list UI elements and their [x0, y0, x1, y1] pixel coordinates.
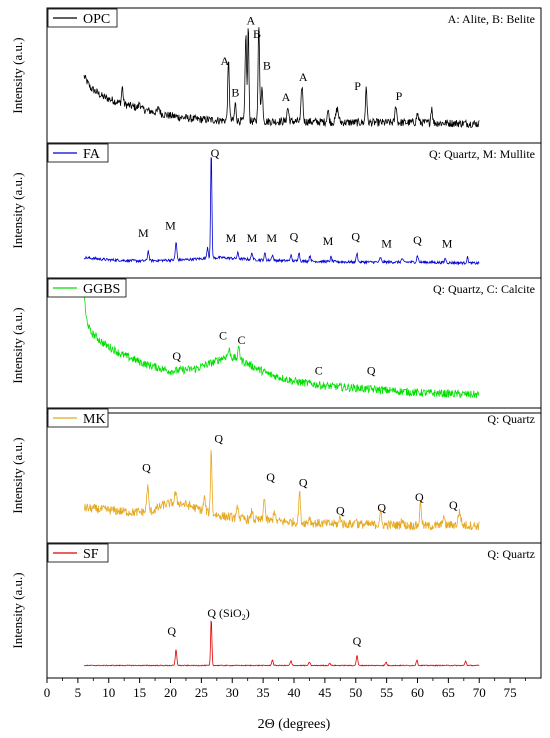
peak-label: A	[282, 90, 291, 104]
peak-label: Q	[367, 363, 376, 377]
x-tick-label: 70	[473, 685, 486, 700]
y-axis-label: Intensity (a.u.)	[10, 172, 25, 248]
series-line-fa	[83, 157, 480, 266]
panel-frame	[46, 277, 542, 414]
legend-box	[47, 408, 109, 428]
peak-label: Q (SiO2)	[207, 606, 249, 622]
legend-label: OPC	[83, 12, 110, 27]
peak-label: M	[442, 236, 453, 250]
y-axis-label: Intensity (a.u.)	[10, 307, 25, 383]
x-tick-label: 35	[257, 685, 270, 700]
y-axis-label: Intensity (a.u.)	[10, 437, 25, 513]
legend-box	[47, 278, 127, 298]
peak-label: Q	[172, 349, 181, 363]
peak-label: A	[221, 54, 230, 68]
legend-note: Q: Quartz	[487, 547, 535, 561]
peak-label: Q	[290, 230, 299, 244]
peak-label: M	[165, 218, 176, 232]
peak-label: C	[219, 328, 227, 342]
panel-frame	[46, 542, 542, 679]
peak-label: C	[238, 333, 246, 347]
panels: Intensity (a.u.)OPC A: Alite, B: BeliteAB…	[10, 7, 542, 679]
legend-ggbs: GGBS	[47, 278, 127, 298]
peak-label: P	[354, 79, 361, 93]
x-tick-label: 30	[226, 685, 239, 700]
series-line-ggbs	[83, 293, 480, 399]
peak-label: M	[323, 234, 334, 248]
peak-label: M	[381, 236, 392, 250]
series-line-mk	[84, 450, 480, 531]
legend-label: SF	[83, 547, 99, 562]
peak-label: Q	[142, 461, 151, 475]
x-tick-label: 50	[349, 685, 362, 700]
peak-label: A	[246, 13, 255, 27]
legend-opc: OPC	[47, 8, 118, 28]
peak-label: B	[253, 27, 261, 41]
y-axis-label: Intensity (a.u.)	[10, 37, 25, 113]
panel-opc: Intensity (a.u.)OPC A: Alite, B: BeliteAB…	[10, 7, 542, 144]
x-axis: 0 5 10 15 20 25 30 35 40 45 50 55 60 65 70 75	[44, 678, 526, 700]
series-line-sf	[83, 620, 480, 667]
panel-sf: Intensity (a.u.) SF Q: Quartz Q Q (SiO2) Q	[10, 542, 542, 679]
peak-label: Q	[351, 230, 360, 244]
legend-box	[47, 8, 118, 28]
legend-fa: FA	[47, 143, 109, 163]
legend-sf: SF	[47, 543, 109, 563]
peak-label: Q	[449, 498, 458, 512]
peak-label: Q	[415, 490, 424, 504]
peak-label: M	[138, 226, 149, 240]
x-tick-label: 65	[442, 685, 455, 700]
legend-label: FA	[83, 147, 101, 162]
x-tick-label: 75	[504, 685, 517, 700]
peak-label: Q	[266, 470, 275, 484]
x-tick-label: 45	[318, 685, 331, 700]
series-line-opc	[83, 27, 480, 129]
panel-mk: Intensity (a.u.) MK Q: Quartz Q Q Q Q Q Q Q Q	[10, 407, 542, 544]
x-tick-label: 5	[75, 685, 82, 700]
peak-label: M	[266, 231, 277, 245]
legend-label: GGBS	[83, 282, 120, 297]
peak-label: C	[315, 363, 323, 377]
peak-label: M	[247, 231, 258, 245]
x-tick-label: 40	[288, 685, 301, 700]
legend-box	[47, 543, 109, 563]
legend-note: Q: Quartz, M: Mullite	[429, 147, 535, 161]
legend-note: Q: Quartz	[487, 412, 535, 426]
peak-label: Q	[413, 233, 422, 247]
peak-label: Q	[211, 146, 220, 160]
panel-ggbs: Intensity (a.u.) GGBS Q: Quartz, C: Calcit…	[10, 277, 542, 414]
peak-label: A	[299, 70, 308, 84]
legend-label: MK	[83, 412, 106, 427]
peak-label: Q	[299, 475, 308, 489]
x-tick-label: 55	[380, 685, 393, 700]
legend-mk: MK	[47, 408, 109, 428]
peak-label: Q	[353, 634, 362, 648]
x-axis-label: 2Θ (degrees)	[258, 717, 331, 732]
x-tick-label: 25	[195, 685, 208, 700]
x-tick-label: 15	[133, 685, 146, 700]
peak-label: B	[263, 58, 271, 72]
x-tick-label: 60	[411, 685, 424, 700]
y-axis-label: Intensity (a.u.)	[10, 572, 25, 648]
legend-note: Q: Quartz, C: Calcite	[433, 282, 535, 296]
x-tick-label: 10	[102, 685, 115, 700]
x-tick-label: 0	[44, 685, 51, 700]
panel-fa: Intensity (a.u.) FA Q: Quartz, M: Mullite Q…	[10, 142, 542, 279]
peak-label: Q	[214, 431, 223, 445]
legend-note: A: Alite, B: Belite	[448, 12, 535, 26]
legend-box	[47, 143, 109, 163]
peak-label: M	[226, 231, 237, 245]
x-tick-label: 20	[164, 685, 177, 700]
peak-label: P	[396, 89, 403, 103]
peak-label: Q	[336, 504, 345, 518]
peak-label: B	[231, 86, 239, 100]
peak-label: Q	[167, 624, 176, 638]
peak-label: Q	[377, 500, 386, 514]
